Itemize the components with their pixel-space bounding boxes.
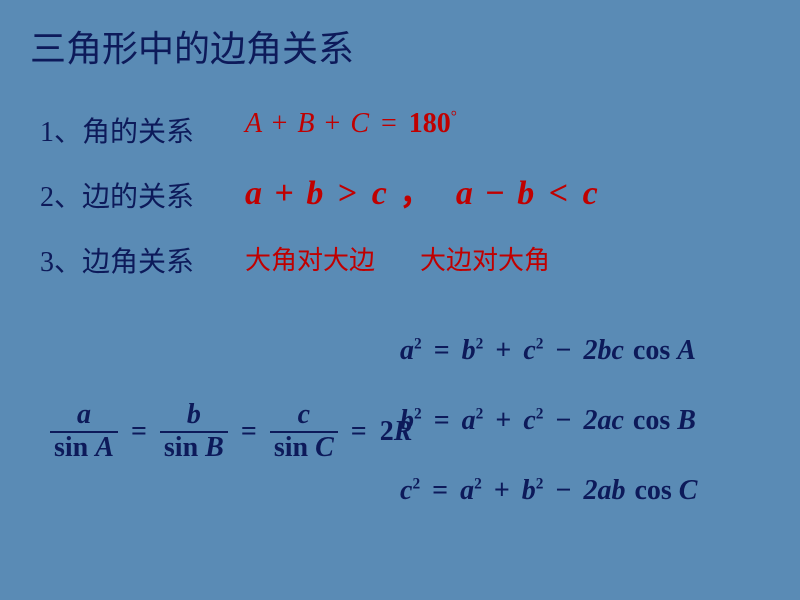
- cos: cos: [631, 405, 670, 436]
- frac-b-sinB: b sin B: [160, 400, 228, 464]
- item-1-label: 1、角的关系: [40, 110, 194, 150]
- var-b: b: [517, 175, 534, 212]
- lhs: b: [400, 405, 414, 436]
- angle: A: [677, 335, 696, 366]
- coef: 2ab: [583, 475, 625, 506]
- frac-a-sinA: a sin A: [50, 400, 118, 464]
- var-B: B: [297, 108, 314, 139]
- angle: B: [677, 405, 696, 436]
- op-plus: +: [269, 108, 291, 139]
- var-a: a: [456, 175, 473, 212]
- relation-text-1: 大角对大边: [245, 240, 375, 277]
- numerator: c: [270, 400, 338, 431]
- op-eq: =: [345, 416, 373, 447]
- op-minus: −: [481, 175, 508, 212]
- denominator: sin C: [270, 431, 338, 464]
- angle-sum-formula: A + B + C = 180°: [245, 108, 457, 140]
- law-of-cosines-b: b2 = a2 + c2 − 2ac cos B: [400, 405, 696, 437]
- page-title: 三角形中的边角关系: [30, 20, 354, 72]
- law-of-cosines-c: c2 = a2 + b2 − 2ab cos C: [400, 475, 697, 507]
- coef: 2ac: [583, 405, 623, 436]
- cos: cos: [631, 335, 670, 366]
- op-lt: <: [543, 175, 574, 212]
- r2: b: [522, 475, 536, 506]
- var-A: A: [245, 108, 262, 139]
- law-of-cosines-a: a2 = b2 + c2 − 2bc cos A: [400, 335, 696, 367]
- numerator: b: [160, 400, 228, 431]
- op-eq: =: [235, 416, 263, 447]
- op-gt: >: [332, 175, 363, 212]
- op-eq: =: [376, 108, 402, 139]
- item-2-label: 2、边的关系: [40, 175, 194, 215]
- op-plus: +: [271, 175, 298, 212]
- lhs: c: [400, 475, 412, 506]
- op-eq: =: [125, 416, 153, 447]
- var-c: c: [372, 175, 387, 212]
- var-a: a: [245, 175, 262, 212]
- law-of-sines: a sin A = b sin B = c sin C = 2R: [50, 400, 412, 464]
- coef: 2bc: [583, 335, 623, 366]
- frac-c-sinC: c sin C: [270, 400, 338, 464]
- comma: ，: [395, 175, 435, 212]
- numerator: a: [50, 400, 118, 431]
- coef-2: 2: [380, 416, 394, 447]
- var-b: b: [306, 175, 323, 212]
- var-c: c: [583, 175, 598, 212]
- r1: a: [460, 475, 474, 506]
- cos: cos: [632, 475, 671, 506]
- var-C: C: [350, 108, 369, 139]
- lhs: a: [400, 335, 414, 366]
- r2: c: [523, 405, 535, 436]
- angle: C: [679, 475, 698, 506]
- item-3-label: 3、边角关系: [40, 240, 194, 280]
- degree-symbol: °: [451, 109, 457, 126]
- denominator: sin A: [50, 431, 118, 464]
- val-180: 180: [409, 108, 451, 139]
- relation-text-2: 大边对大角: [420, 240, 550, 277]
- denominator: sin B: [160, 431, 228, 464]
- r1: a: [462, 405, 476, 436]
- r2: c: [523, 335, 535, 366]
- op-plus: +: [322, 108, 344, 139]
- r1: b: [462, 335, 476, 366]
- side-inequality-formula: a + b > c ， a − b < c: [245, 165, 598, 214]
